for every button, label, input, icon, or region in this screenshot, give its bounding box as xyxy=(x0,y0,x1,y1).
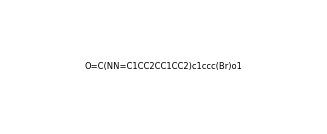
Text: O=C(NN=C1CC2CC1CC2)c1ccc(Br)o1: O=C(NN=C1CC2CC1CC2)c1ccc(Br)o1 xyxy=(85,62,242,72)
